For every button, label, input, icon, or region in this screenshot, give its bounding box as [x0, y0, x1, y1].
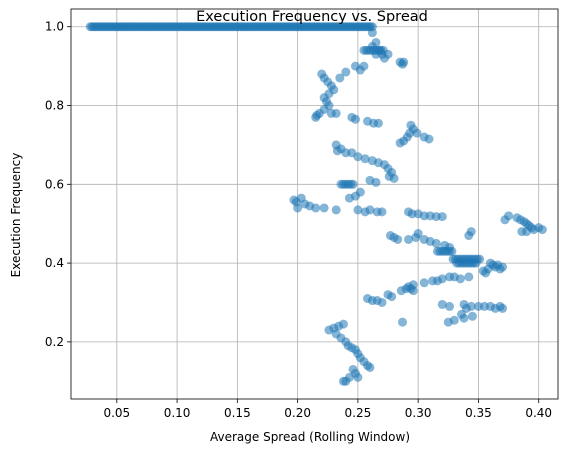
data-point	[437, 299, 447, 309]
data-point	[293, 203, 303, 213]
data-point	[424, 134, 434, 144]
data-point	[537, 225, 547, 235]
y-axis-title: Execution Frequency	[9, 153, 23, 278]
data-point	[355, 65, 365, 75]
data-point	[500, 215, 510, 225]
data-point	[387, 292, 397, 302]
data-point	[428, 276, 438, 286]
data-point	[365, 362, 375, 372]
data-point	[338, 319, 348, 329]
data-point	[373, 118, 383, 128]
data-point	[412, 128, 422, 138]
data-point	[377, 207, 387, 217]
axis-ticks: 0.05 0.10 0.15 0.20 0.25 0.30 0.35 0.40 0.2 0.4 0.…	[45, 20, 552, 420]
data-point	[353, 152, 363, 162]
x-tick-label: 0.20	[284, 406, 311, 420]
data-point	[377, 297, 387, 307]
y-tick-label: 0.6	[45, 177, 64, 191]
data-point	[319, 203, 329, 213]
data-point	[365, 205, 375, 215]
data-point	[311, 203, 321, 213]
data-point	[331, 205, 341, 215]
data-point	[311, 112, 321, 122]
data-point	[437, 212, 447, 222]
y-tick-label: 0.2	[45, 335, 64, 349]
data-point	[431, 238, 441, 248]
x-axis-title: Average Spread (Rolling Window)	[210, 430, 410, 444]
data-point	[348, 179, 358, 189]
data-point	[464, 272, 474, 282]
data-point	[498, 303, 508, 313]
data-point	[398, 59, 407, 69]
data-point	[371, 177, 381, 187]
x-tick-label: 0.30	[405, 406, 432, 420]
data-point	[344, 193, 354, 203]
data-point	[350, 114, 360, 124]
data-point	[331, 108, 341, 118]
data-point	[360, 154, 370, 164]
data-point	[445, 301, 455, 311]
data-point	[367, 41, 377, 51]
x-tick-label: 0.40	[525, 406, 552, 420]
data-point	[353, 372, 363, 382]
scatter-points	[85, 22, 547, 386]
data-point	[383, 49, 393, 59]
data-point	[393, 234, 403, 244]
data-point	[471, 258, 481, 268]
x-tick-label: 0.10	[164, 406, 191, 420]
data-point	[338, 376, 348, 386]
data-point	[395, 138, 405, 148]
data-point	[413, 229, 423, 239]
data-point	[459, 313, 469, 323]
data-point	[404, 234, 414, 244]
data-point	[419, 278, 429, 288]
data-point	[398, 317, 407, 327]
y-tick-label: 1.0	[45, 20, 64, 34]
data-point	[332, 146, 342, 156]
data-point	[467, 311, 477, 321]
x-tick-label: 0.15	[224, 406, 251, 420]
x-tick-label: 0.05	[103, 406, 130, 420]
chart-title: Execution Frequency vs. Spread	[196, 9, 428, 25]
y-tick-label: 0.4	[45, 256, 64, 270]
data-point	[466, 301, 476, 311]
data-point	[389, 173, 399, 183]
data-point	[498, 262, 508, 272]
data-point	[341, 67, 351, 77]
data-point	[408, 286, 418, 296]
data-point	[445, 272, 455, 282]
data-point	[335, 73, 345, 83]
data-point	[483, 264, 493, 274]
x-tick-label: 0.35	[465, 406, 492, 420]
data-point	[445, 242, 455, 252]
data-point	[396, 286, 406, 296]
x-tick-label: 0.25	[345, 406, 372, 420]
data-point	[353, 205, 363, 215]
data-point	[443, 317, 453, 327]
data-point	[367, 28, 377, 38]
data-point	[522, 227, 532, 237]
y-tick-label: 0.8	[45, 99, 64, 113]
axes-frame	[70, 8, 559, 400]
data-point	[466, 227, 476, 237]
